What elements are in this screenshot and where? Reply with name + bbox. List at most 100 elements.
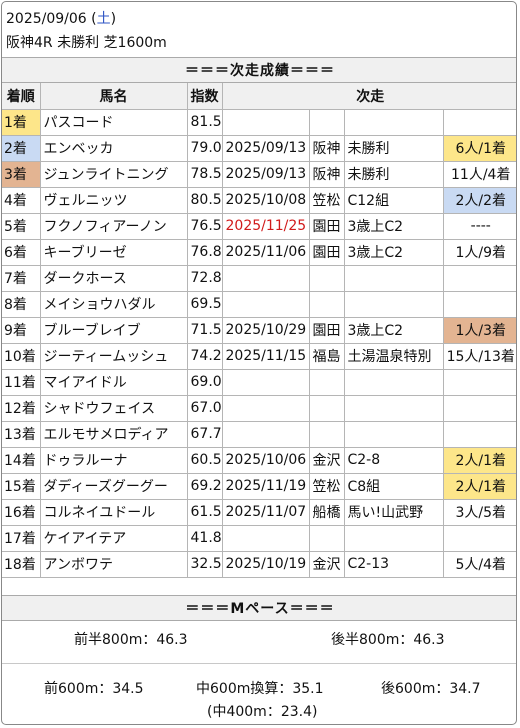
second-half-pace: 後半800m：46.3 bbox=[331, 632, 445, 648]
table-row: 11着 マイアイドル 69.0 bbox=[2, 368, 516, 396]
horse-name-cell: ケイアイテア bbox=[39, 524, 188, 552]
index-cell: 80.5 bbox=[186, 186, 223, 214]
next-result-cell bbox=[442, 290, 516, 318]
next-race-cell: 未勝利 bbox=[343, 160, 444, 188]
next-date-cell bbox=[221, 290, 310, 318]
race-date: 2025/09/06 (土) bbox=[6, 9, 116, 29]
next-date-cell: 2025/09/13 bbox=[221, 160, 310, 188]
next-track-cell bbox=[308, 420, 345, 448]
next-date-cell: 2025/11/19 bbox=[221, 472, 310, 500]
table-row: 13着 エルモサメロディア 67.7 bbox=[2, 420, 516, 448]
weekday-close: ) bbox=[110, 11, 117, 27]
index-cell: 60.5 bbox=[186, 446, 223, 474]
table-row: 15着 ダディーズグーグー 69.2 2025/11/19 笠松 C8組 2人/1着 bbox=[2, 472, 516, 500]
next-track-cell: 福島 bbox=[308, 342, 345, 370]
next-date-cell: 2025/10/19 bbox=[221, 550, 310, 578]
horse-name-cell: コルネイユドール bbox=[39, 498, 188, 526]
next-result-cell: 2人/1着 bbox=[442, 472, 516, 500]
table-row: 4着 ヴェルニッツ 80.5 2025/10/08 笠松 C12組 2人/2着 bbox=[2, 186, 516, 214]
next-track-cell bbox=[308, 108, 345, 136]
horse-name-cell: マイアイドル bbox=[39, 368, 188, 396]
col-next-race: 次走 bbox=[221, 83, 516, 110]
next-race-cell bbox=[343, 368, 444, 396]
next-track-cell bbox=[308, 368, 345, 396]
next-race-cell: C2-13 bbox=[343, 550, 444, 578]
next-race-cell bbox=[343, 524, 444, 552]
next-race-cell bbox=[343, 290, 444, 318]
horse-name-cell: ジーティームッシュ bbox=[39, 342, 188, 370]
index-cell: 67.7 bbox=[186, 420, 223, 448]
next-date-cell: 2025/09/13 bbox=[221, 134, 310, 162]
next-date-cell: 2025/10/29 bbox=[221, 316, 310, 344]
next-date-cell bbox=[221, 264, 310, 292]
index-cell: 69.2 bbox=[186, 472, 223, 500]
rank-cell: 15着 bbox=[2, 472, 41, 500]
horse-name-cell: パスコード bbox=[39, 108, 188, 136]
index-cell: 76.5 bbox=[186, 212, 223, 240]
pace-divider bbox=[2, 663, 516, 664]
next-result-cell bbox=[442, 368, 516, 396]
horse-name-cell: エルモサメロディア bbox=[39, 420, 188, 448]
next-result-cell bbox=[442, 524, 516, 552]
index-cell: 81.5 bbox=[186, 108, 223, 136]
next-race-cell: C2-8 bbox=[343, 446, 444, 474]
next-track-cell: 阪神 bbox=[308, 134, 345, 162]
table-row: 6着 キーブリーゼ 76.8 2025/11/06 園田 3歳上C2 1人/9着 bbox=[2, 238, 516, 266]
horse-name-cell: アンボワテ bbox=[39, 550, 188, 578]
index-cell: 76.8 bbox=[186, 238, 223, 266]
next-date-cell: 2025/11/06 bbox=[221, 238, 310, 266]
rank-cell: 8着 bbox=[2, 290, 41, 318]
next-date-cell: 2025/11/15 bbox=[221, 342, 310, 370]
next-track-cell: 船橋 bbox=[308, 498, 345, 526]
next-result-cell: 11人/4着 bbox=[442, 160, 516, 188]
next-result-cell: 3人/5着 bbox=[442, 498, 516, 526]
rank-cell: 17着 bbox=[2, 524, 41, 552]
rank-cell: 2着 bbox=[2, 134, 41, 162]
rank-cell: 12着 bbox=[2, 394, 41, 422]
next-track-cell bbox=[308, 264, 345, 292]
index-cell: 32.5 bbox=[186, 550, 223, 578]
next-race-cell: 馬い!山武野 bbox=[343, 498, 444, 526]
next-date-cell: 2025/10/08 bbox=[221, 186, 310, 214]
horse-name-cell: メイショウハダル bbox=[39, 290, 188, 318]
first600-pace: 前600m：34.5 bbox=[44, 681, 144, 697]
results-table: 着順 馬名 指数 次走 1着 パスコード 81.5 2着 エンベッカ 79.0 2025/0… bbox=[2, 83, 516, 578]
next-race-cell bbox=[343, 108, 444, 136]
next-result-cell bbox=[442, 420, 516, 448]
weekday-open: ( bbox=[86, 11, 97, 27]
rank-cell: 16着 bbox=[2, 498, 41, 526]
next-track-cell: 笠松 bbox=[308, 472, 345, 500]
index-cell: 79.0 bbox=[186, 134, 223, 162]
rank-cell: 6着 bbox=[2, 238, 41, 266]
col-rank: 着順 bbox=[2, 83, 41, 110]
next-race-cell: 3歳上C2 bbox=[343, 316, 444, 344]
mid400-pace: (中400m：23.4) bbox=[207, 704, 318, 720]
last600-pace: 後600m：34.7 bbox=[381, 681, 481, 697]
horse-name-cell: ヴェルニッツ bbox=[39, 186, 188, 214]
next-date-cell bbox=[221, 420, 310, 448]
table-row: 3着 ジュンライトニング 78.5 2025/09/13 阪神 未勝利 11人/4着 bbox=[2, 160, 516, 188]
next-race-section-title: ＝＝＝次走成績＝＝＝ bbox=[2, 57, 516, 83]
rank-cell: 4着 bbox=[2, 186, 41, 214]
pace-section-title: ＝＝＝Mペース＝＝＝ bbox=[2, 595, 516, 621]
next-date-cell: 2025/10/06 bbox=[221, 446, 310, 474]
mid600-pace: 中600m換算：35.1 bbox=[196, 681, 324, 697]
first-half-pace: 前半800m：46.3 bbox=[74, 632, 188, 648]
index-cell: 74.2 bbox=[186, 342, 223, 370]
table-row: 5着 フクノフィアーノン 76.5 2025/11/25 園田 3歳上C2 ---- bbox=[2, 212, 516, 240]
table-row: 2着 エンベッカ 79.0 2025/09/13 阪神 未勝利 6人/1着 bbox=[2, 134, 516, 162]
next-date-cell bbox=[221, 108, 310, 136]
next-track-cell: 笠松 bbox=[308, 186, 345, 214]
next-result-cell bbox=[442, 264, 516, 292]
table-row: 17着 ケイアイテア 41.8 bbox=[2, 524, 516, 552]
next-date-cell bbox=[221, 368, 310, 396]
rank-cell: 10着 bbox=[2, 342, 41, 370]
horse-name-cell: ドゥラルーナ bbox=[39, 446, 188, 474]
next-race-cell: 土湯温泉特別 bbox=[343, 342, 444, 370]
table-row: 18着 アンボワテ 32.5 2025/10/19 金沢 C2-13 5人/4着 bbox=[2, 550, 516, 578]
next-date-cell: 2025/11/25 bbox=[221, 212, 310, 240]
next-race-cell: 3歳上C2 bbox=[343, 212, 444, 240]
index-cell: 67.0 bbox=[186, 394, 223, 422]
table-row: 8着 メイショウハダル 69.5 bbox=[2, 290, 516, 318]
horse-name-cell: エンベッカ bbox=[39, 134, 188, 162]
